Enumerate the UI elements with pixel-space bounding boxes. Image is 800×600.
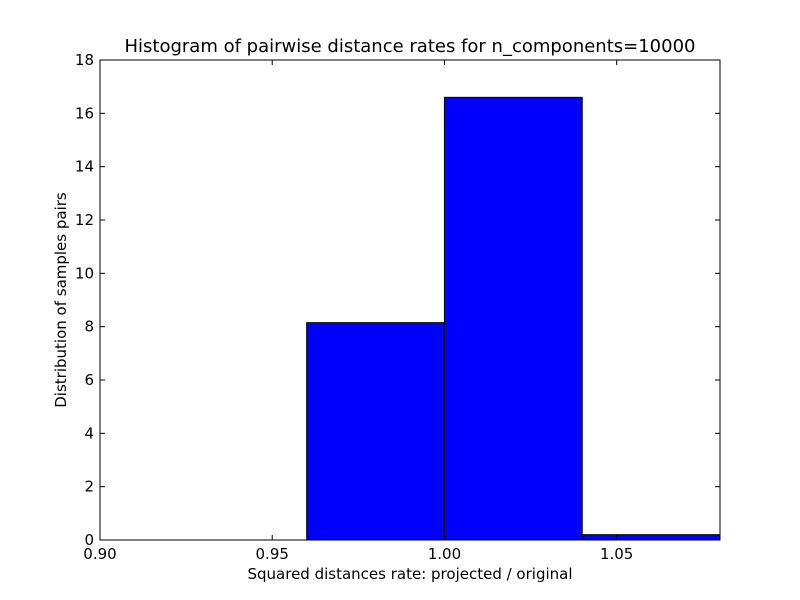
plot-frame (99, 59, 721, 541)
x-tick-label-1: 0.95 (256, 545, 289, 563)
histogram-bar-0 (306, 322, 445, 541)
y-tick-label-3: 6 (84, 371, 94, 389)
x-tick-label-0: 0.90 (83, 545, 116, 563)
y-tick-label-1: 2 (84, 478, 94, 496)
y-tick-label-4: 8 (84, 318, 94, 336)
y-tick-label-5: 10 (75, 264, 94, 282)
y-tick-label-8: 16 (75, 104, 94, 122)
y-tick-label-6: 12 (75, 211, 94, 229)
y-tick-label-0: 0 (84, 531, 94, 549)
y-tick-label-2: 4 (84, 424, 94, 442)
y-tick-label-7: 14 (75, 158, 94, 176)
x-tick-label-3: 1.05 (600, 545, 633, 563)
y-axis-title: Distribution of samples pairs (52, 192, 70, 408)
x-axis-title: Squared distances rate: projected / orig… (248, 565, 573, 583)
bars-layer (306, 96, 721, 541)
chart-title: Histogram of pairwise distance rates for… (124, 36, 695, 57)
ticks-layer: 0.90 0.95 1.00 1.05 0 2 4 6 8 10 12 14 16 18 (75, 51, 720, 563)
histogram-bar-1 (443, 96, 583, 541)
histogram-bar-2 (581, 534, 721, 541)
x-tick-label-2: 1.00 (428, 545, 461, 563)
y-tick-label-9: 18 (75, 51, 94, 69)
